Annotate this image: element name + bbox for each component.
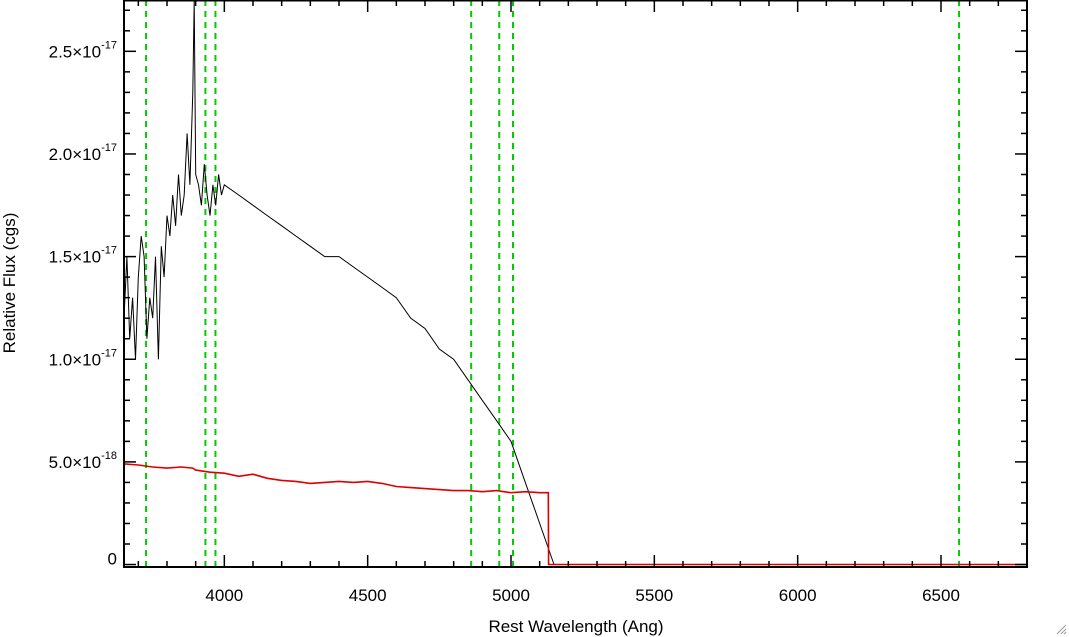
x-tick-label: 4000	[205, 586, 243, 605]
series-line-0	[123, 0, 555, 565]
x-tick-labels: 4000 4500 5000 5500 6000 6500	[205, 586, 959, 605]
plot-frame	[123, 0, 1028, 568]
y-tick-labels: 0 5.0×10-18 1.0×10-17 1.5×10-17 2.0×10-17 2.5…	[49, 39, 117, 568]
axis-ticks	[124, 0, 1028, 567]
x-tick-label: 6500	[922, 586, 960, 605]
x-axis-title: Rest Wavelength (Ang)	[488, 617, 663, 636]
y-tick-label: 2.5×10-17	[49, 39, 117, 61]
x-tick-label: 5500	[635, 586, 673, 605]
x-tick-label: 6000	[779, 586, 817, 605]
series-group	[123, 0, 1027, 566]
y-tick-label: 2.0×10-17	[49, 142, 117, 164]
series-line-1	[123, 463, 1027, 566]
y-tick-label: 0	[108, 550, 117, 569]
plot-frame-rect	[123, 0, 1028, 568]
x-tick-label: 5000	[492, 586, 530, 605]
x-tick-label: 4500	[349, 586, 387, 605]
y-axis-title: Relative Flux (cgs)	[0, 213, 19, 354]
reference-lines	[145, 0, 961, 567]
y-tick-label: 5.0×10-18	[49, 450, 117, 472]
y-tick-label: 1.0×10-17	[49, 347, 117, 369]
y-tick-label: 1.5×10-17	[49, 245, 117, 267]
resize-grip-icon[interactable]	[1055, 623, 1067, 635]
